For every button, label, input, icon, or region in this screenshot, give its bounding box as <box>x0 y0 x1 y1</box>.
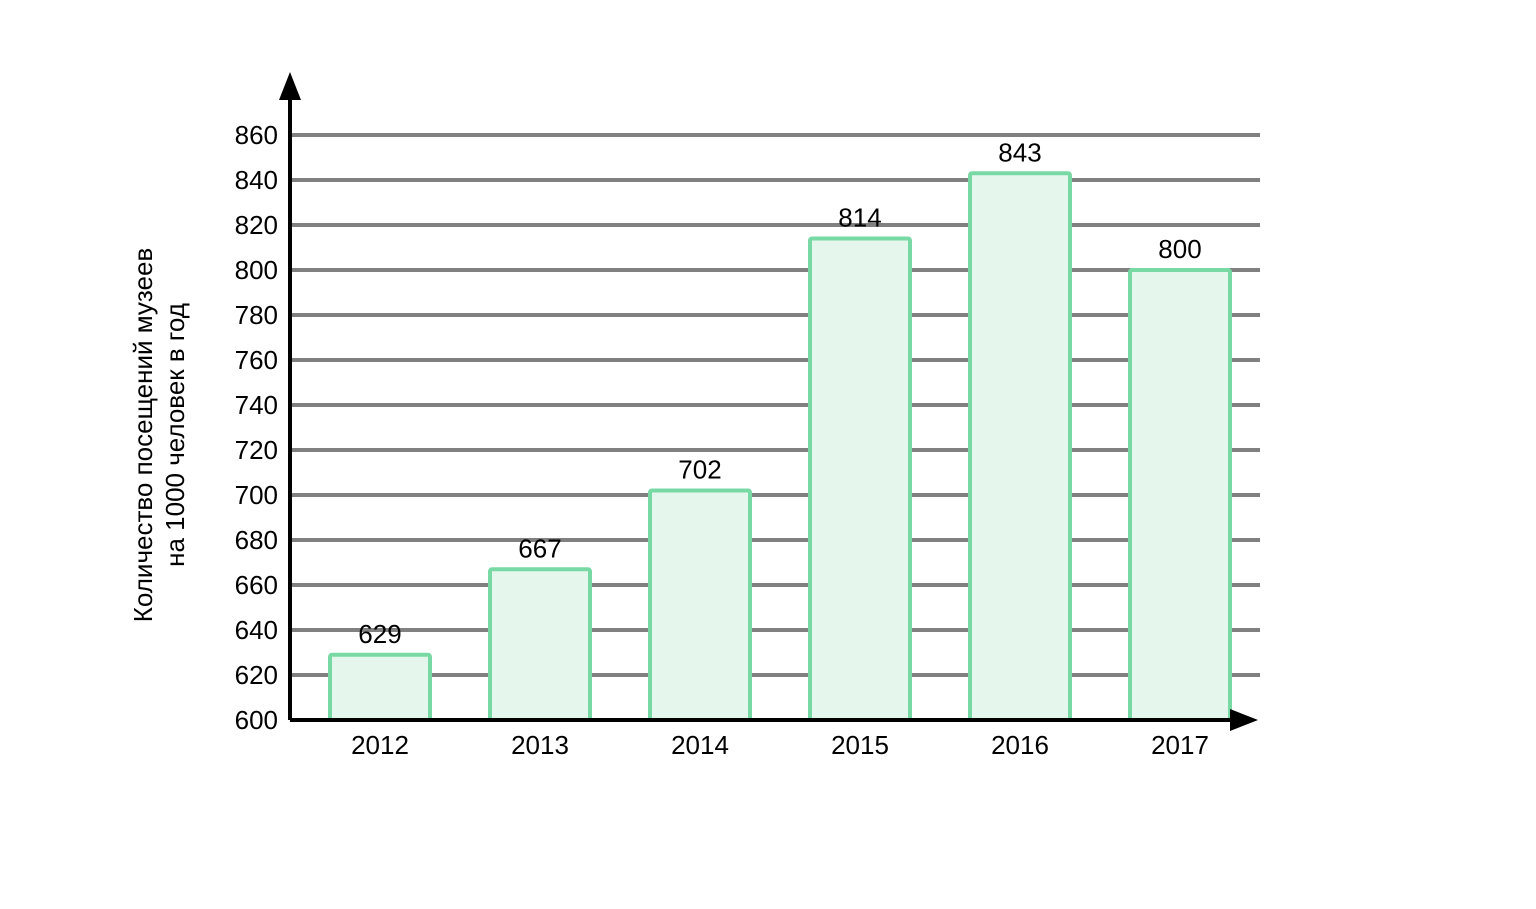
y-tick-label: 820 <box>235 210 278 240</box>
bar-value-label: 629 <box>358 619 401 649</box>
y-tick-label: 780 <box>235 300 278 330</box>
x-tick-label: 2014 <box>671 730 729 760</box>
y-tick-label: 800 <box>235 255 278 285</box>
y-tick-label: 620 <box>235 660 278 690</box>
x-tick-label: 2012 <box>351 730 409 760</box>
bar-value-label: 843 <box>998 137 1041 167</box>
svg-text:Количество посещений музеев: Количество посещений музеев <box>128 248 158 623</box>
bar <box>1130 270 1230 720</box>
x-tick-label: 2016 <box>991 730 1049 760</box>
bar-value-label: 667 <box>518 533 561 563</box>
bar-value-label: 702 <box>678 455 721 485</box>
x-tick-label: 2017 <box>1151 730 1209 760</box>
y-tick-label: 660 <box>235 570 278 600</box>
bar <box>330 655 430 720</box>
y-axis-arrow-icon <box>279 72 301 100</box>
y-tick-label: 840 <box>235 165 278 195</box>
y-tick-label: 700 <box>235 480 278 510</box>
bar <box>650 491 750 721</box>
y-tick-label: 860 <box>235 120 278 150</box>
y-tick-label: 680 <box>235 525 278 555</box>
x-tick-label: 2013 <box>511 730 569 760</box>
y-tick-label: 760 <box>235 345 278 375</box>
bar-value-label: 800 <box>1158 234 1201 264</box>
x-tick-label: 2015 <box>831 730 889 760</box>
y-tick-label: 600 <box>235 705 278 735</box>
bar <box>970 173 1070 720</box>
bar <box>490 569 590 720</box>
svg-text:на 1000 человек в год: на 1000 человек в год <box>160 303 190 567</box>
bar <box>810 239 910 721</box>
y-tick-label: 740 <box>235 390 278 420</box>
y-axis-title: Количество посещений музеевна 1000 челов… <box>128 248 190 623</box>
y-tick-label: 720 <box>235 435 278 465</box>
y-tick-label: 640 <box>235 615 278 645</box>
x-axis-arrow-icon <box>1230 709 1258 731</box>
bar-value-label: 814 <box>838 203 881 233</box>
